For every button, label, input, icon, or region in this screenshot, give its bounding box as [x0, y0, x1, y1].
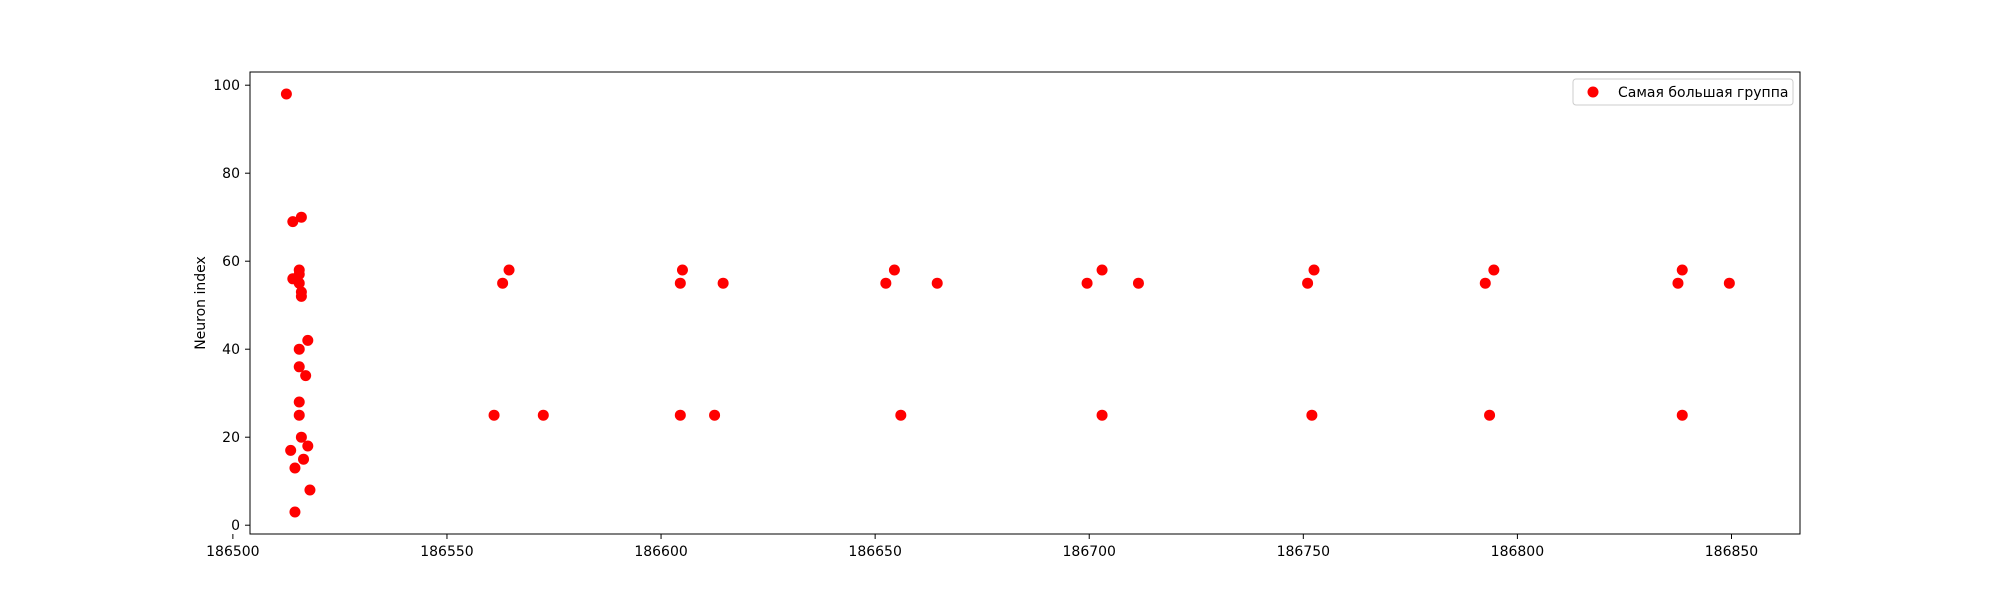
x-tick-label: 186700	[1063, 544, 1116, 560]
x-tick-label: 186850	[1705, 544, 1758, 560]
legend-label: Самая большая группа	[1618, 85, 1788, 101]
data-point	[293, 396, 305, 408]
data-point	[497, 277, 509, 289]
data-point	[537, 409, 549, 421]
data-point	[709, 409, 721, 421]
data-point	[1096, 264, 1108, 276]
data-point	[1132, 277, 1144, 289]
x-tick-label: 186550	[420, 544, 473, 560]
data-point	[293, 361, 305, 373]
data-point	[302, 334, 314, 346]
data-point	[1081, 277, 1093, 289]
x-tick-label: 186500	[206, 544, 259, 560]
legend-marker	[1587, 86, 1599, 98]
data-point	[503, 264, 515, 276]
data-point	[488, 409, 500, 421]
data-point	[304, 484, 316, 496]
data-point	[300, 370, 312, 382]
data-point	[1676, 264, 1688, 276]
data-point	[895, 409, 907, 421]
data-point	[1488, 264, 1500, 276]
data-point	[285, 444, 297, 456]
x-axis: 186500 186550 186600 186650 186700 186750 1868…	[206, 534, 1758, 560]
data-point	[293, 277, 305, 289]
data-point	[1723, 277, 1735, 289]
data-point	[1479, 277, 1491, 289]
x-tick-label: 186650	[848, 544, 901, 560]
data-point	[280, 88, 292, 100]
y-tick-label: 20	[222, 430, 240, 446]
data-point	[931, 277, 943, 289]
data-point	[1676, 409, 1688, 421]
data-point	[289, 462, 301, 474]
data-point	[1096, 409, 1108, 421]
y-axis: 0 20 40 60 80 100	[213, 78, 250, 534]
x-tick-label: 186600	[634, 544, 687, 560]
data-point	[293, 343, 305, 355]
data-point	[880, 277, 892, 289]
data-point	[1308, 264, 1320, 276]
x-tick-label: 186750	[1277, 544, 1330, 560]
plot-frame	[249, 71, 1801, 535]
data-point	[289, 506, 301, 518]
data-point	[302, 440, 314, 452]
data-point	[674, 409, 686, 421]
data-point	[674, 277, 686, 289]
y-tick-label: 0	[231, 518, 240, 534]
data-point	[717, 277, 729, 289]
data-point	[287, 216, 299, 228]
data-point	[888, 264, 900, 276]
y-tick-label: 40	[222, 342, 240, 358]
plot-background	[250, 72, 1800, 534]
data-point	[295, 211, 307, 223]
y-tick-label: 60	[222, 254, 240, 270]
data-point	[1484, 409, 1496, 421]
data-point	[293, 409, 305, 421]
data-point	[1302, 277, 1314, 289]
legend-box	[1572, 78, 1794, 106]
data-points	[280, 88, 1735, 518]
data-point	[295, 290, 307, 302]
y-tick-label: 100	[213, 78, 240, 94]
y-axis-label: Neuron index	[193, 256, 209, 350]
data-point	[298, 453, 310, 465]
legend: Самая большая группа	[1572, 78, 1794, 106]
data-point	[295, 431, 307, 443]
y-tick-label: 80	[222, 166, 240, 182]
data-point	[1306, 409, 1318, 421]
data-point	[1672, 277, 1684, 289]
x-tick-label: 186800	[1491, 544, 1544, 560]
data-point	[676, 264, 688, 276]
